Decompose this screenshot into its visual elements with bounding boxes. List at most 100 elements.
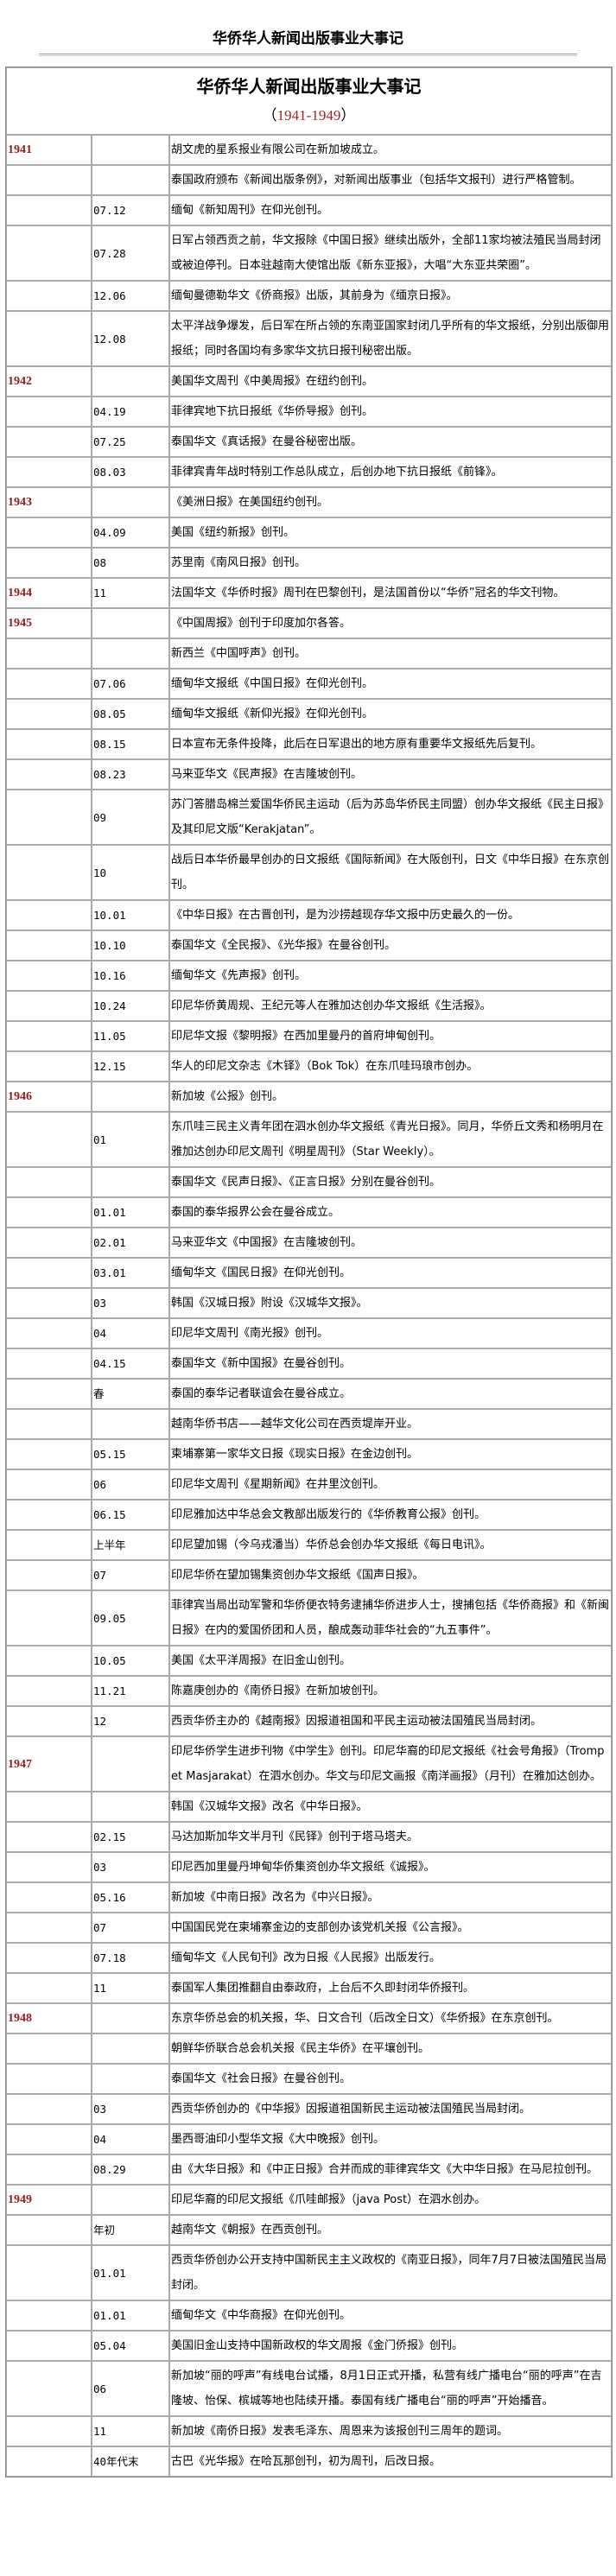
event-cell: 印尼华文周刊《南光报》创刊。 xyxy=(169,1318,613,1348)
events-table: 华侨华人新闻出版事业大事记 （1941-1949） 1941 胡文虎的星系报业有限… xyxy=(5,67,613,2478)
date-cell: 07.12 xyxy=(92,195,169,225)
event-cell: 新加坡《中南日报》改名为《中兴日报》。 xyxy=(169,1882,613,1913)
date-cell: 09 xyxy=(92,790,169,845)
event-cell: 美国《太平洋周报》在旧金山创刊。 xyxy=(169,1646,613,1676)
date-cell: 07.18 xyxy=(92,1943,169,1973)
year-cell xyxy=(6,1852,92,1882)
table-row: 1945 《中国周报》创刊于印度加尔各答。 xyxy=(6,608,613,638)
year-cell: 1949 xyxy=(6,2185,92,2215)
year-cell xyxy=(6,517,92,548)
event-cell: 缅甸华文报纸《中国日报》在仰光创刊。 xyxy=(169,669,613,699)
event-cell: 柬埔寨第一家华文日报《现实日报》在金边创刊。 xyxy=(169,1439,613,1469)
table-row: 上半年 印尼望加锡（今乌戎潘当）华侨总会创办华文报纸《每日电讯》。 xyxy=(6,1530,613,1560)
table-row: 韩国《汉城华文报》改名《中华日报》。 xyxy=(6,1792,613,1822)
event-cell: 印尼望加锡（今乌戎潘当）华侨总会创办华文报纸《每日电讯》。 xyxy=(169,1530,613,1560)
year-cell xyxy=(6,2300,92,2331)
year-cell xyxy=(6,790,92,845)
date-cell: 08.05 xyxy=(92,699,169,729)
date-cell xyxy=(92,1409,169,1439)
year-cell xyxy=(6,1706,92,1736)
event-cell: 太平洋战争爆发，后日军在所占领的东南亚国家封闭几乎所有的华文报纸，分别出版御用报… xyxy=(169,311,613,366)
year-cell xyxy=(6,1973,92,2003)
year-cell xyxy=(6,1439,92,1469)
event-cell: 新加坡《南侨日报》发表毛泽东、周恩来为该报创刊三周年的题词。 xyxy=(169,2416,613,2446)
year-cell xyxy=(6,1348,92,1379)
year-cell xyxy=(6,2446,92,2477)
event-cell: 印尼华侨在望加锡集资创办华文报纸《国声日报》。 xyxy=(169,1560,613,1590)
table-row: 1946 新加坡《公报》创刊。 xyxy=(6,1082,613,1112)
date-cell: 02.15 xyxy=(92,1822,169,1852)
table-row: 02.15 马达加斯加华文半月刊《民铎》创刊于塔马塔夫。 xyxy=(6,1822,613,1852)
page-title: 华侨华人新闻出版事业大事记 xyxy=(213,30,403,48)
table-row: 04.19 菲律宾地下抗日报纸《华侨导报》创刊。 xyxy=(6,397,613,427)
year-cell: 1946 xyxy=(6,1082,92,1112)
table-row: 11.05 印尼华文报《黎明报》在西加里曼丹的首府坤甸创刊。 xyxy=(6,1021,613,1051)
event-cell: 华人的印尼文杂志《木铎》（Bok Tok）在东爪哇玛琅市创办。 xyxy=(169,1051,613,1082)
date-cell: 06.15 xyxy=(92,1500,169,1530)
date-cell: 春 xyxy=(92,1379,169,1409)
event-cell: 日军占领西贡之前，华文报除《中国日报》继续出版外，全部11家均被法殖民当局封闭或… xyxy=(169,225,613,281)
year-cell xyxy=(6,1051,92,1082)
event-cell: 菲律宾当局出动军警和华侨便衣特务逮捕华侨进步人士，搜捕包括《华侨商报》和《新闽日… xyxy=(169,1590,613,1646)
date-cell: 04.09 xyxy=(92,517,169,548)
year-cell xyxy=(6,1112,92,1167)
date-cell: 年初 xyxy=(92,2215,169,2245)
table-row: 05.16 新加坡《中南日报》改名为《中兴日报》。 xyxy=(6,1882,613,1913)
table-row: 01.01 西贡华侨创办公开支持中国新民主主义政权的《南亚日报》，同年7月7日被法… xyxy=(6,2245,613,2300)
date-cell: 11 xyxy=(92,2416,169,2446)
date-cell: 06 xyxy=(92,2361,169,2416)
event-cell: 《中国周报》创刊于印度加尔各答。 xyxy=(169,608,613,638)
date-cell: 10.05 xyxy=(92,1646,169,1676)
table-row: 04.15 泰国华文《新中国报》在曼谷创刊。 xyxy=(6,1348,613,1379)
date-cell xyxy=(92,608,169,638)
year-cell xyxy=(6,397,92,427)
date-cell: 01.01 xyxy=(92,1197,169,1228)
year-cell xyxy=(6,991,92,1021)
table-row: 09.05 菲律宾当局出动军警和华侨便衣特务逮捕华侨进步人士，搜捕包括《华侨商报》… xyxy=(6,1590,613,1646)
event-cell: 陈嘉庚创办的《南侨日报》在新加坡创刊。 xyxy=(169,1676,613,1706)
range-close: ） xyxy=(340,107,356,124)
event-cell: 韩国《汉城日报》附设《汉城华文报》。 xyxy=(169,1288,613,1318)
date-cell: 07.28 xyxy=(92,225,169,281)
table-row: 朝鲜华侨联合总会机关报《民主华侨》在平壤创刊。 xyxy=(6,2034,613,2064)
event-cell: 印尼华侨黄周规、王纪元等人在雅加达创办华文报纸《生活报》。 xyxy=(169,991,613,1021)
year-cell: 1943 xyxy=(6,487,92,517)
date-cell: 05.15 xyxy=(92,1439,169,1469)
table-row: 11 泰国军人集团推翻自由泰政府，上台后不久即封闭华侨报刊。 xyxy=(6,1973,613,2003)
table-row: 06 印尼华文周刊《星期新闻》在井里汶创刊。 xyxy=(6,1469,613,1500)
event-cell: 美国《纽约新报》创刊。 xyxy=(169,517,613,548)
table-year-range: （1941-1949） xyxy=(7,101,611,130)
table-row: 08.29 由《大华日报》和《中正日报》合并而成的菲律宾华文《大中华日报》在马尼拉… xyxy=(6,2154,613,2185)
date-cell xyxy=(92,1792,169,1822)
year-cell: 1945 xyxy=(6,608,92,638)
event-cell: 印尼华文报《黎明报》在西加里曼丹的首府坤甸创刊。 xyxy=(169,1021,613,1051)
date-cell: 上半年 xyxy=(92,1530,169,1560)
table-row: 06.15 印尼雅加达中华总会文教部出版发行的《华侨教育公报》创刊。 xyxy=(6,1500,613,1530)
table-row: 08 苏里南《南风日报》创刊。 xyxy=(6,548,613,578)
year-cell xyxy=(6,225,92,281)
event-cell: 缅甸华文《国民日报》在仰光创刊。 xyxy=(169,1258,613,1288)
table-row: 1941 胡文虎的星系报业有限公司在新加坡成立。 xyxy=(6,135,613,165)
date-cell: 05.16 xyxy=(92,1882,169,1913)
event-cell: 泰国军人集团推翻自由泰政府，上台后不久即封闭华侨报刊。 xyxy=(169,1973,613,2003)
event-cell: 苏门答腊岛棉兰爱国华侨民主运动（后为苏岛华侨民主同盟）创办华文报纸《民主日报》及… xyxy=(169,790,613,845)
date-cell xyxy=(92,366,169,397)
event-cell: 印尼华裔的印尼文报纸《爪哇邮报》（java Post）在泗水创办。 xyxy=(169,2185,613,2215)
event-cell: 泰国政府颁布《新闻出版条例》，对新闻出版事业（包括华文报刊）进行严格管制。 xyxy=(169,165,613,195)
event-cell: 泰国华文《真话报》在曼谷秘密出版。 xyxy=(169,427,613,457)
event-cell: 缅甸曼德勒华文《侨商报》出版，其前身为《缅京日报》。 xyxy=(169,281,613,311)
date-cell: 11.21 xyxy=(92,1676,169,1706)
table-row: 04 墨西哥油印小型华文报《大中晚报》创刊。 xyxy=(6,2124,613,2154)
table-row: 1947 印尼华侨学生进步刊物《中学生》创刊。印尼华裔的印尼文报纸《社会号角报》（… xyxy=(6,1736,613,1792)
date-cell: 03 xyxy=(92,1288,169,1318)
table-row: 10.01 《中华日报》在古晋创刊，是为沙捞越现存华文报中历史最久的一份。 xyxy=(6,900,613,930)
table-row: 07.12 缅甸《新知周刊》在仰光创刊。 xyxy=(6,195,613,225)
table-row: 年初 越南华文《朝报》在西贡创刊。 xyxy=(6,2215,613,2245)
event-cell: 印尼西加里曼丹坤甸华侨集资创办华文报纸《诚报》。 xyxy=(169,1852,613,1882)
year-cell xyxy=(6,1646,92,1676)
year-cell xyxy=(6,2094,92,2124)
event-cell: 法国华文《华侨时报》周刊在巴黎创刊，是法国首份以“华侨”冠名的华文刊物。 xyxy=(169,578,613,608)
date-cell: 08.03 xyxy=(92,457,169,487)
year-cell: 1947 xyxy=(6,1736,92,1792)
year-cell xyxy=(6,1228,92,1258)
